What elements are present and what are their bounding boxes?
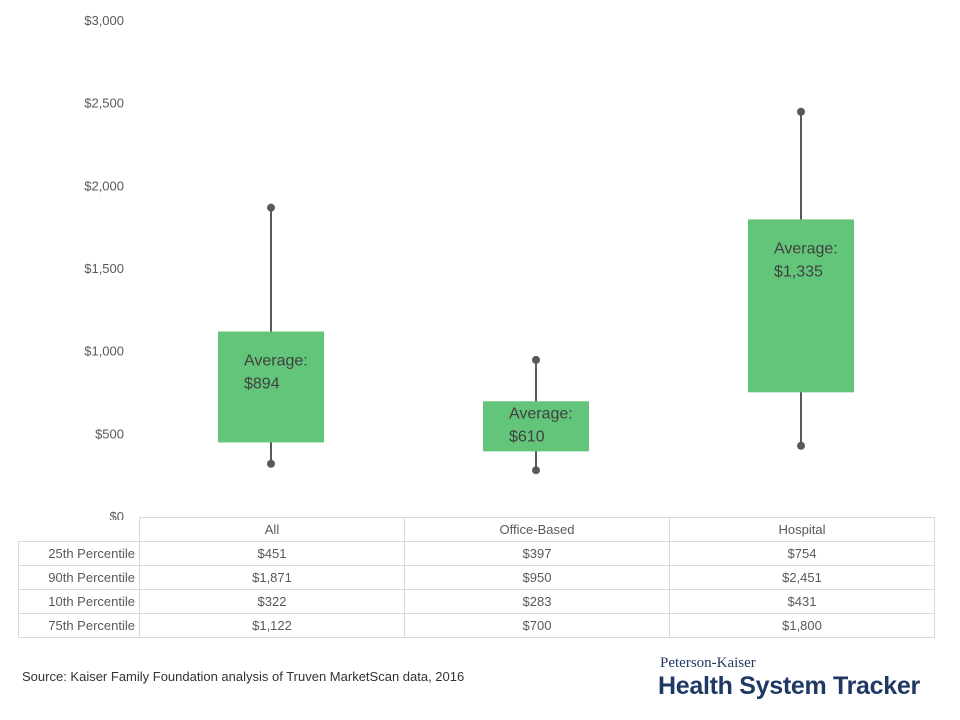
- average-value: $1,335: [774, 263, 823, 280]
- col-header-all: All: [139, 517, 405, 542]
- table-cell: $1,871: [139, 565, 405, 590]
- table-cell: $322: [139, 589, 405, 614]
- table-cell: $431: [669, 589, 935, 614]
- iqr-box: [483, 401, 589, 452]
- table-row: 25th Percentile $451 $397 $754: [18, 541, 935, 566]
- table-corner: [19, 518, 140, 542]
- average-label: Average:: [244, 352, 308, 369]
- y-tick-label: $2,500: [84, 96, 124, 111]
- table-row: 90th Percentile $1,871 $950 $2,451: [18, 565, 935, 590]
- table-cell: $283: [404, 589, 670, 614]
- brand-subtitle: Peterson-Kaiser: [660, 655, 756, 671]
- source-note: Source: Kaiser Family Foundation analysi…: [22, 669, 465, 684]
- p90-point: [267, 203, 275, 212]
- table-cell: $2,451: [669, 565, 935, 590]
- col-header-office-based: Office-Based: [404, 517, 670, 542]
- average-label: Average:: [774, 240, 838, 257]
- average-value: $894: [244, 375, 280, 392]
- average-label: Average:: [509, 405, 573, 422]
- p90-point: [797, 107, 805, 116]
- y-tick-label: $1,000: [84, 344, 124, 359]
- y-tick-label: $3,000: [84, 13, 124, 28]
- table-cell: $700: [404, 613, 670, 638]
- y-tick-label: $500: [95, 426, 124, 441]
- table-header-row: All Office-Based Hospital: [19, 517, 935, 542]
- table-row: 75th Percentile $1,122 $700 $1,800: [18, 613, 935, 638]
- p10-point: [267, 459, 275, 468]
- box-plot-chart: $0 $500 $1,000 $1,500 $2,000 $2,500 $3,000 Aver…: [84, 13, 854, 520]
- table-cell: $397: [404, 541, 670, 566]
- data-table: All Office-Based Hospital 25th Percentil…: [18, 517, 935, 638]
- p90-point: [532, 355, 540, 364]
- table-row: 10th Percentile $322 $283 $431: [18, 589, 935, 614]
- col-header-hospital: Hospital: [669, 517, 935, 542]
- iqr-box: [218, 331, 324, 443]
- table-cell: $1,800: [669, 613, 935, 638]
- y-tick-label: $1,500: [84, 261, 124, 276]
- row-label: 90th Percentile: [18, 565, 140, 590]
- row-label: 10th Percentile: [18, 589, 140, 614]
- y-tick-label: $2,000: [84, 178, 124, 193]
- p10-point: [532, 466, 540, 475]
- table-cell: $950: [404, 565, 670, 590]
- row-label: 25th Percentile: [18, 541, 140, 566]
- average-value: $610: [509, 428, 545, 445]
- table-cell: $1,122: [139, 613, 405, 638]
- brand-logo: Health System Tracker: [658, 672, 920, 700]
- row-label: 75th Percentile: [18, 613, 140, 638]
- iqr-box: [748, 219, 854, 393]
- p10-point: [797, 441, 805, 450]
- table-cell: $754: [669, 541, 935, 566]
- y-tick-label: $0: [110, 509, 124, 520]
- table-cell: $451: [139, 541, 405, 566]
